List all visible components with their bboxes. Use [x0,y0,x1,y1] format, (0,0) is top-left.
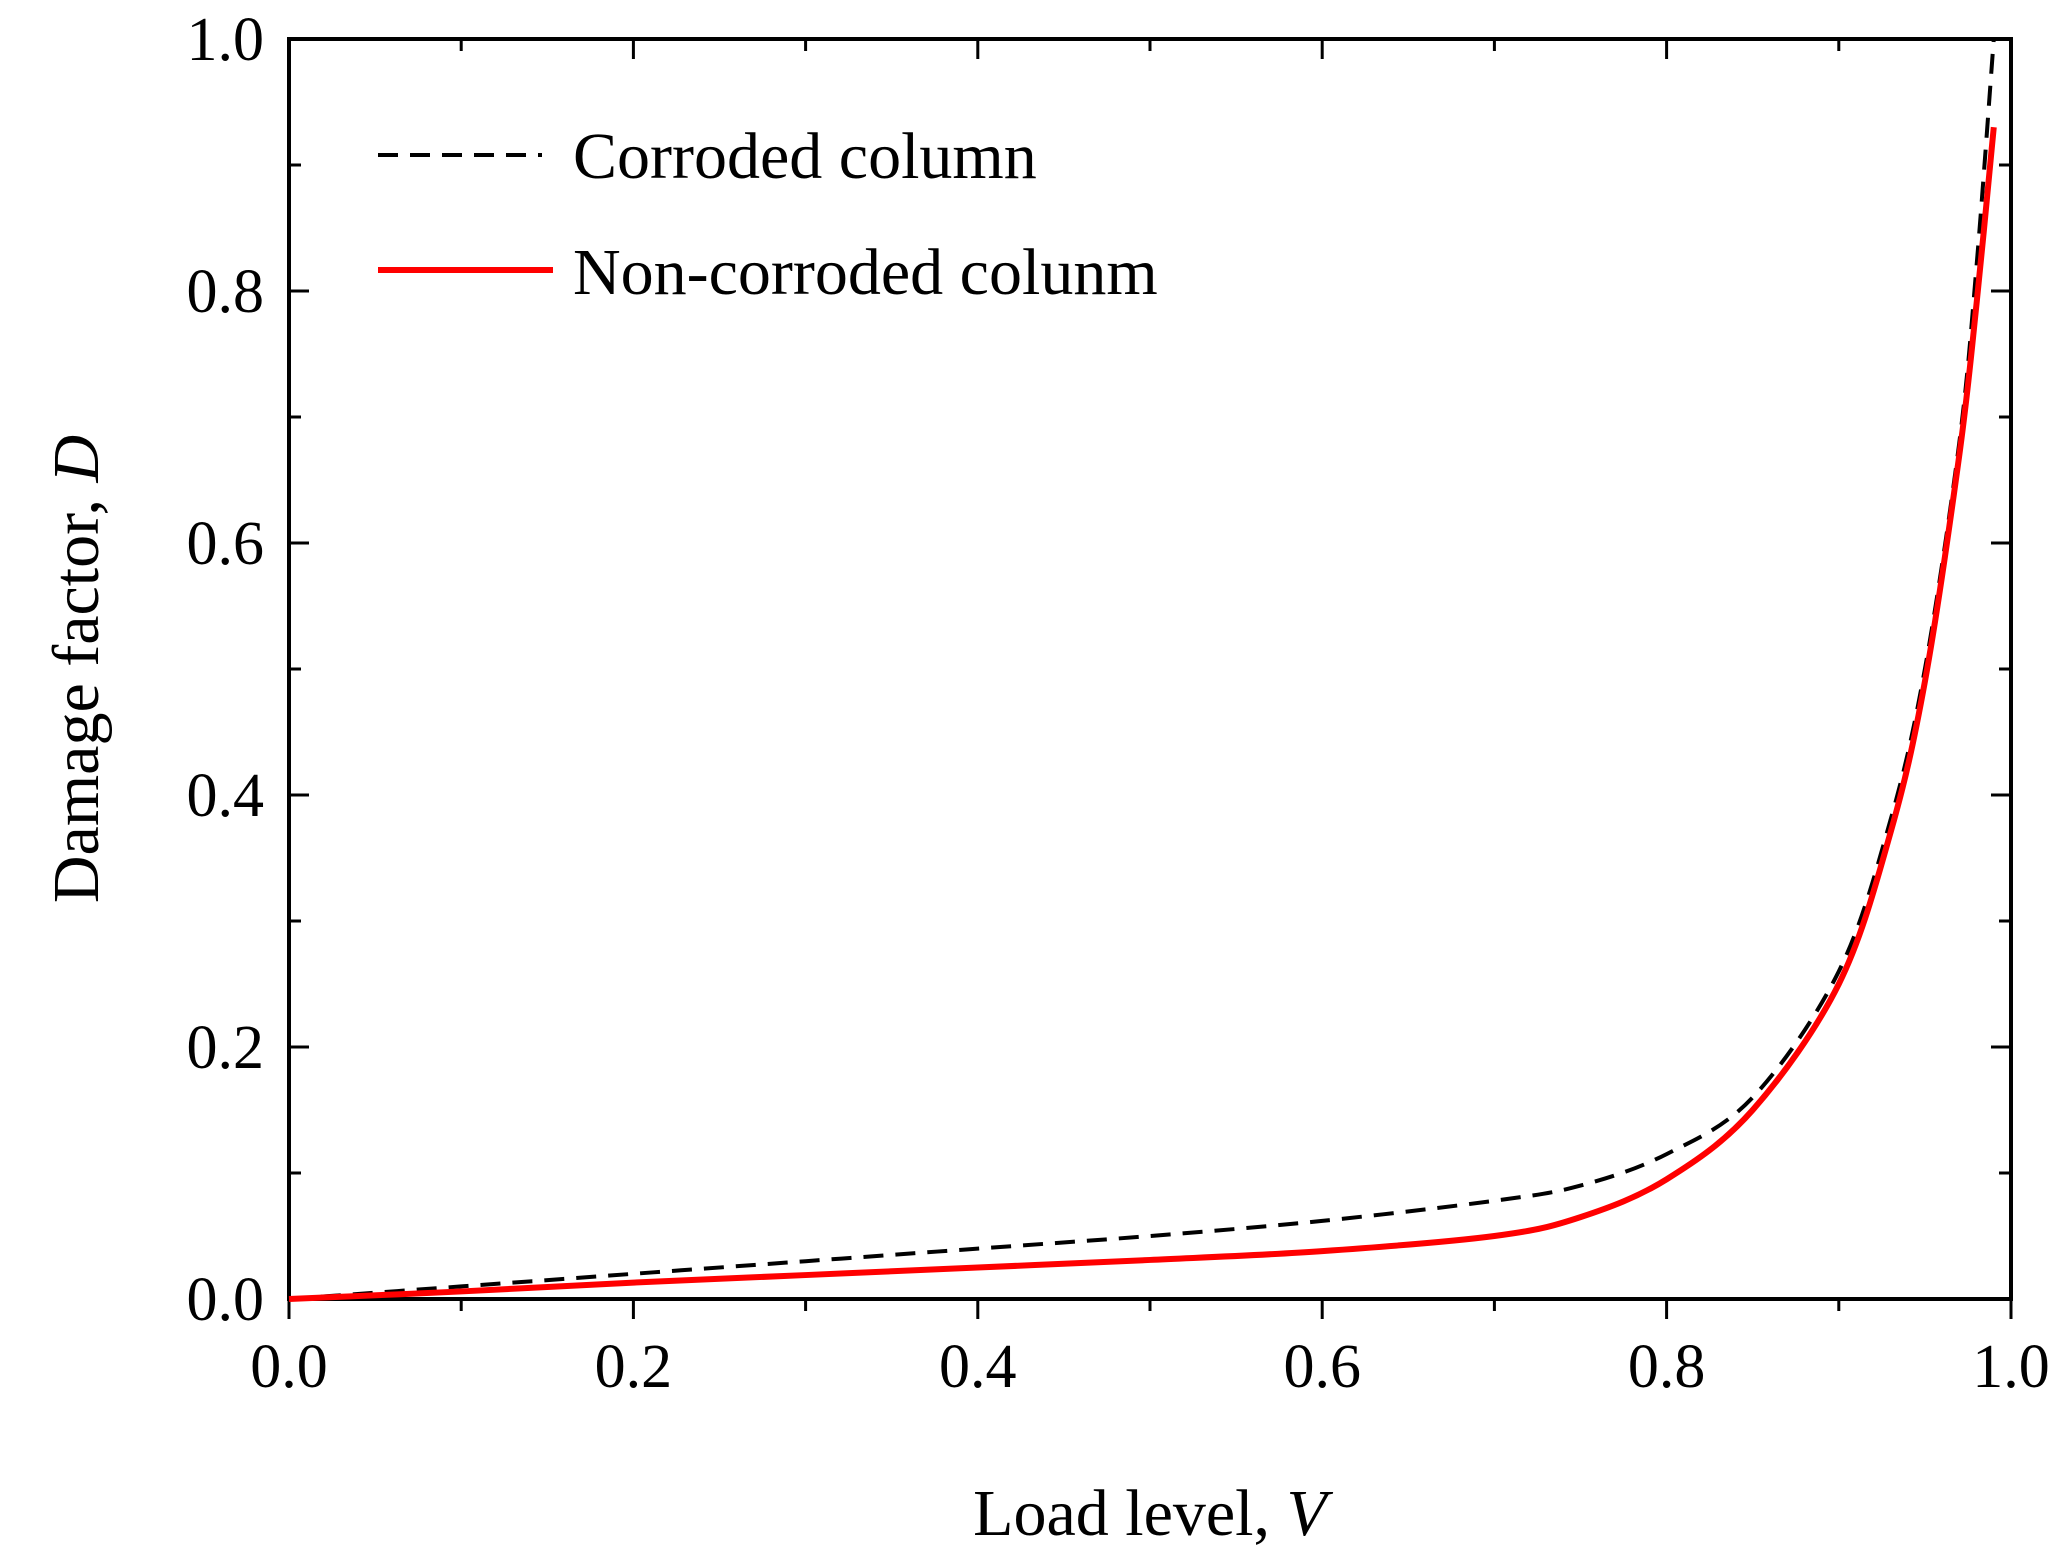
x-tick-label: 0.8 [1628,1333,1706,1401]
x-axis-title: Load level, V [973,1477,1333,1550]
series-layer [288,38,1997,1302]
y-axis-variable: D [40,435,113,484]
x-axis-title-text: Load level, [973,1477,1286,1550]
x-tick-label: 0.0 [250,1333,328,1401]
x-axis-variable: V [1287,1477,1334,1550]
x-tick-label: 0.2 [595,1333,673,1401]
y-tick-label: 0.4 [187,762,265,830]
y-tick-label: 0.2 [187,1014,265,1082]
series-line-non-corroded [288,126,1997,1302]
y-tick-label: 0.8 [187,258,265,326]
x-tick-label: 0.6 [1283,1333,1361,1401]
legend-label-non-corroded: Non-corroded colunm [573,236,1158,309]
y-tick-label: 0.6 [187,510,265,578]
tick-marks [287,37,2013,1319]
x-tick-label: 1.0 [1972,1333,2050,1401]
y-tick-label: 1.0 [187,6,265,74]
y-axis-title-text: Damage factor, [40,483,113,904]
x-tick-label: 0.4 [939,1333,1017,1401]
x-tick-labels: 0.0 0.2 0.4 0.6 0.8 1.0 [250,1333,2050,1401]
plot-area [287,37,2013,1319]
legend: Corroded column Non-corroded colunm [378,120,1158,309]
y-tick-label: 0.0 [187,1266,265,1334]
y-axis-title: Damage factor, D [40,435,113,903]
series-line-corroded [288,38,1996,1301]
y-tick-labels: 0.0 0.2 0.4 0.6 0.8 1.0 [187,6,265,1334]
legend-label-corroded: Corroded column [573,120,1037,193]
